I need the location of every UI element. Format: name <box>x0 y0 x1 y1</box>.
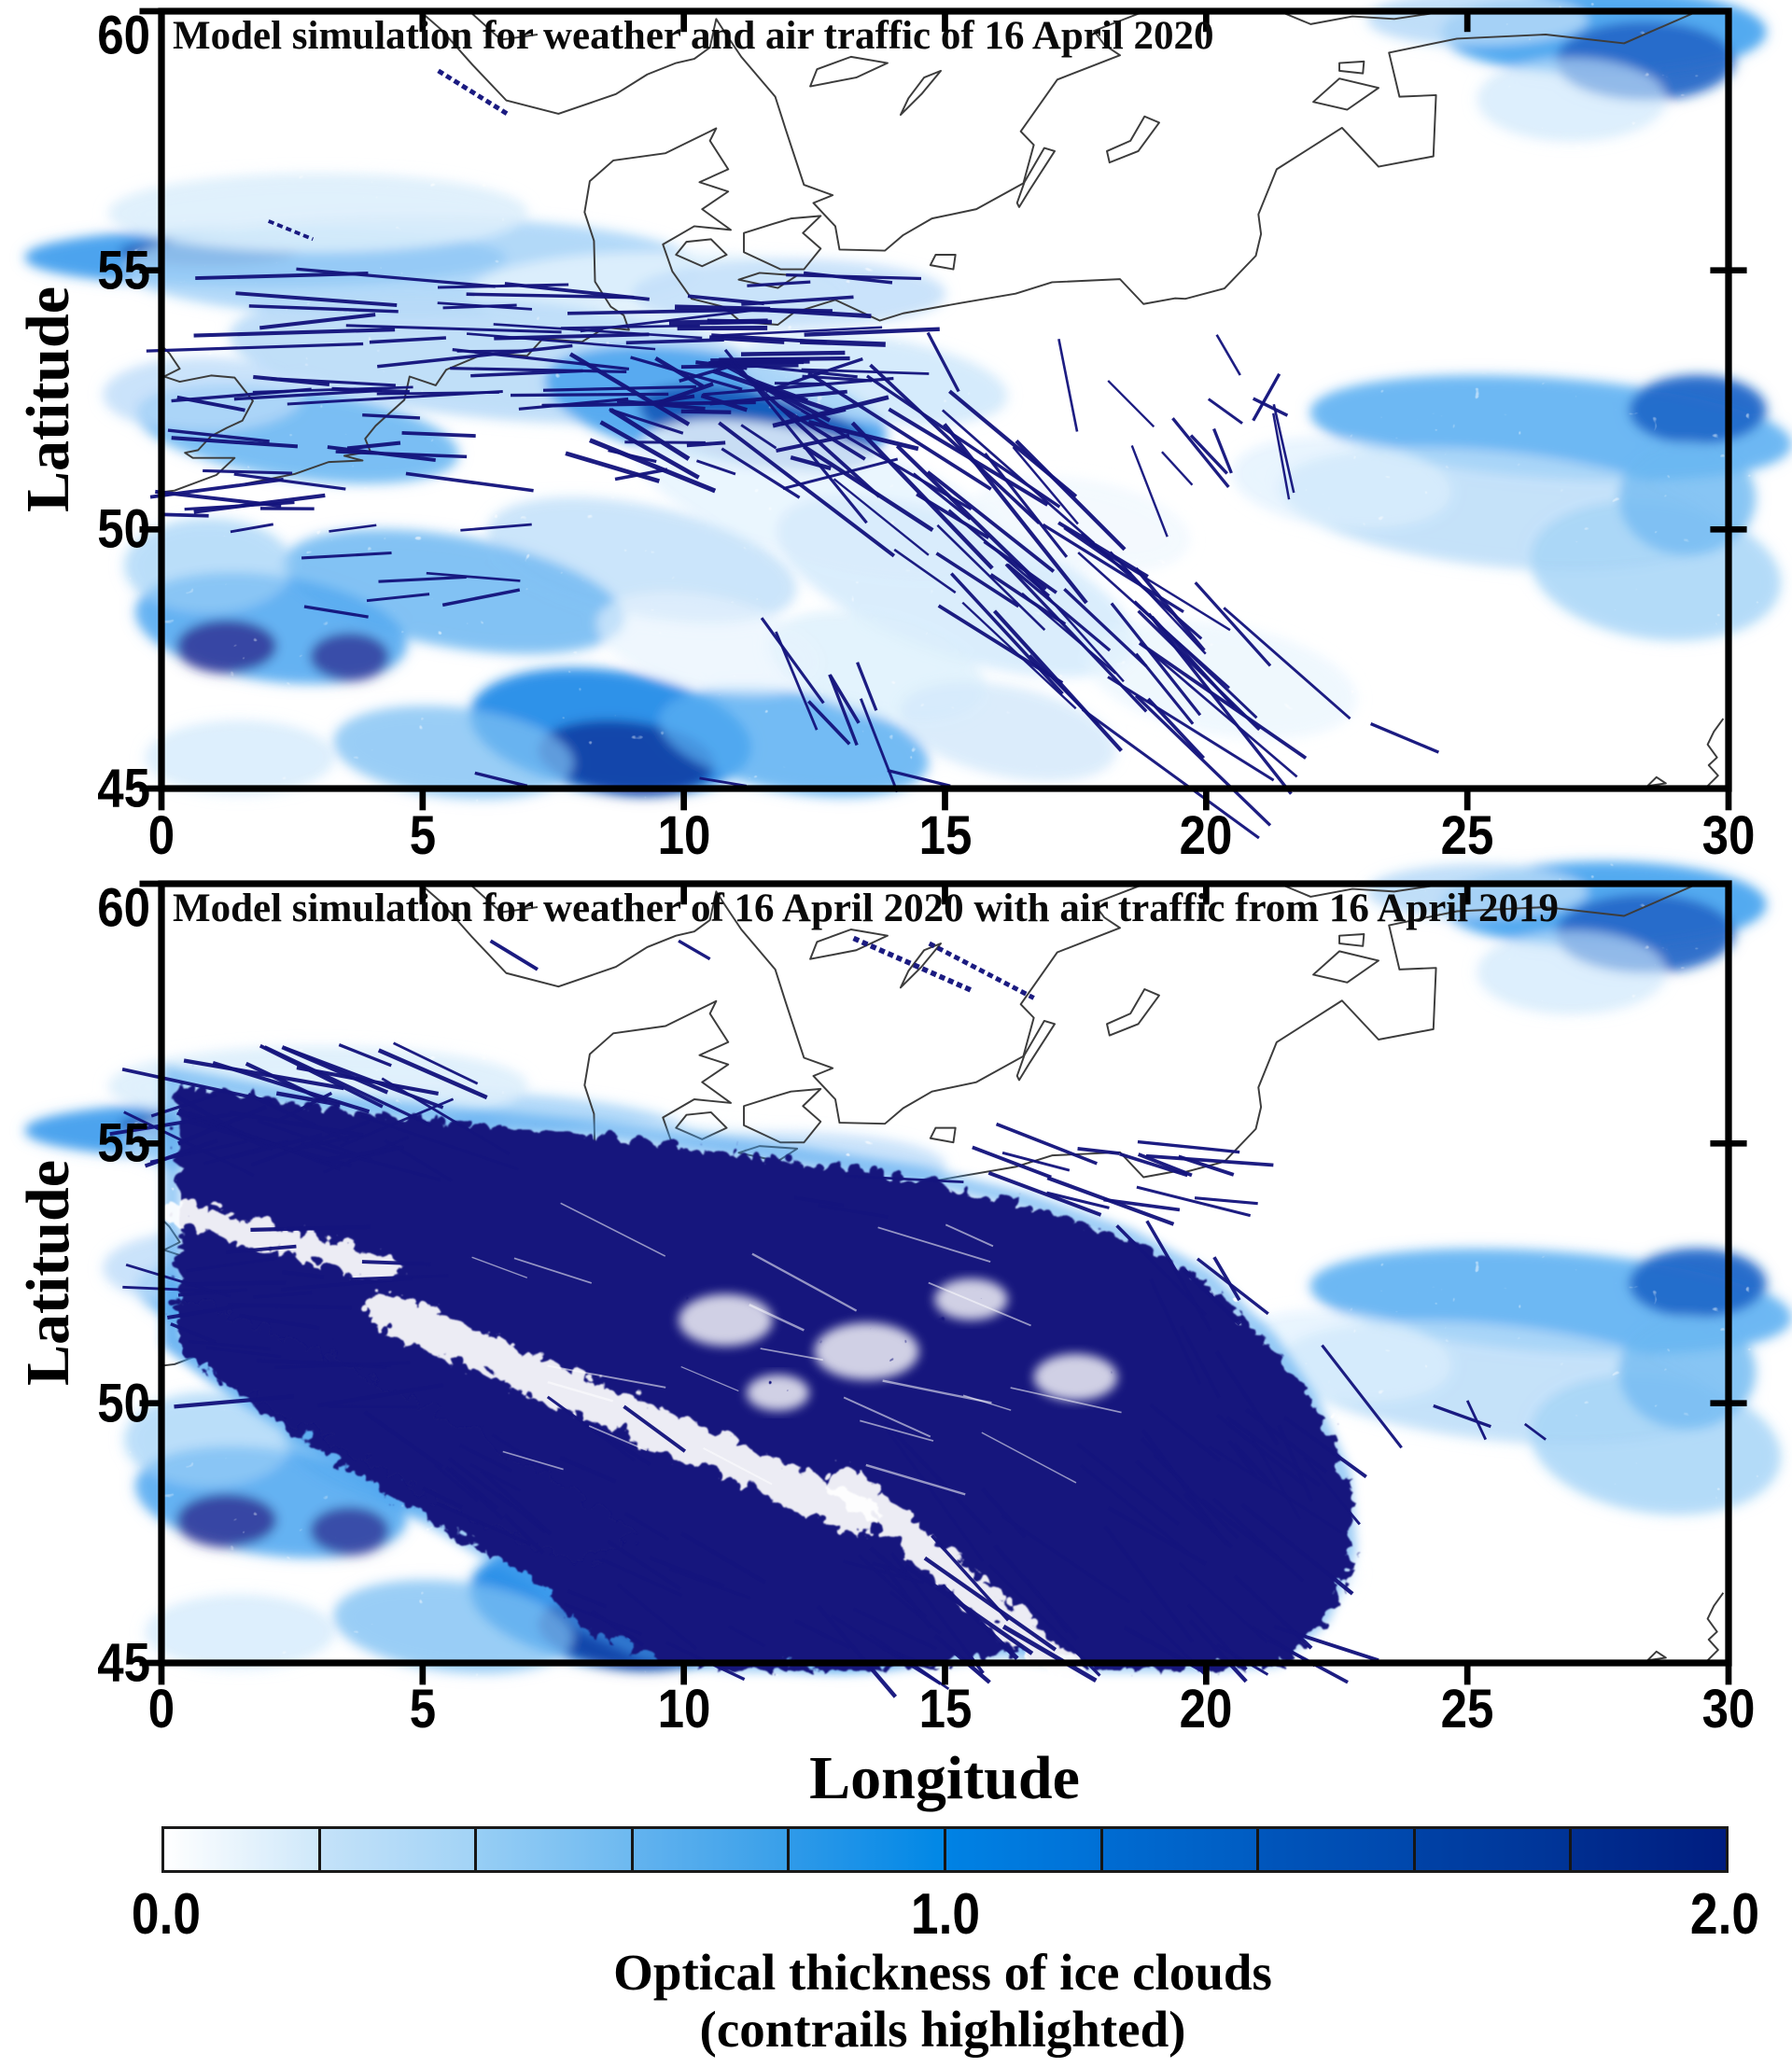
panel-bottom: Model simulation for weather of 16 April… <box>25 862 1791 1698</box>
x-tick-label: 20 <box>1179 1679 1233 1739</box>
y-tick-label: 55 <box>97 240 150 301</box>
map-canvas-top <box>25 0 1791 840</box>
colorbar-segment <box>1259 1829 1416 1870</box>
y-tick-label: 45 <box>97 1632 150 1694</box>
x-tick-label: 15 <box>918 805 972 866</box>
colorbar-segment <box>1102 1829 1260 1870</box>
colorbar <box>161 1826 1729 1873</box>
y-axis-label-top: Latitude <box>14 286 82 513</box>
x-tick-label: 5 <box>409 1679 437 1739</box>
x-tick-label: 20 <box>1179 805 1233 866</box>
colorbar-subcaption: (contrails highlighted) <box>699 2001 1186 2058</box>
colorbar-segment <box>164 1829 321 1870</box>
x-tick-label: 10 <box>657 805 711 866</box>
x-tick-label: 15 <box>918 1679 972 1739</box>
y-tick-label: 45 <box>97 758 150 819</box>
y-tick-label: 60 <box>97 5 150 66</box>
x-tick-label: 30 <box>1701 1679 1756 1739</box>
x-tick-label: 0 <box>147 805 175 866</box>
y-tick-label: 50 <box>97 1373 150 1434</box>
colorbar-segment <box>790 1829 946 1870</box>
colorbar-segment <box>633 1829 791 1870</box>
y-tick-label: 50 <box>97 498 150 560</box>
x-tick-label: 10 <box>657 1679 711 1739</box>
y-tick-label: 55 <box>97 1112 150 1174</box>
panel-top: Model simulation for weather and air tra… <box>25 0 1791 840</box>
colorbar-label-min: 0.0 <box>131 1882 202 1947</box>
colorbar-segment <box>477 1829 634 1870</box>
x-tick-label: 30 <box>1701 805 1756 866</box>
x-tick-label: 0 <box>147 1679 175 1739</box>
panel-title-top: Model simulation for weather and air tra… <box>173 14 1214 58</box>
panel-title-bottom: Model simulation for weather of 16 April… <box>173 887 1559 930</box>
y-axis-label-bottom: Latitude <box>14 1159 82 1387</box>
colorbar-segment <box>945 1829 1103 1870</box>
colorbar-segment <box>1572 1829 1726 1870</box>
x-tick-label: 25 <box>1440 1679 1494 1739</box>
colorbar-segment <box>320 1829 478 1870</box>
x-tick-label: 5 <box>409 805 437 866</box>
map-canvas-bottom <box>25 862 1791 1698</box>
colorbar-label-mid: 1.0 <box>910 1882 981 1947</box>
colorbar-label-max: 2.0 <box>1689 1882 1760 1947</box>
x-tick-label: 25 <box>1440 805 1494 866</box>
y-tick-label: 60 <box>97 877 150 939</box>
colorbar-caption: Optical thickness of ice clouds <box>613 1944 1272 2001</box>
x-axis-label: Longitude <box>809 1744 1080 1812</box>
colorbar-segment <box>1415 1829 1573 1870</box>
